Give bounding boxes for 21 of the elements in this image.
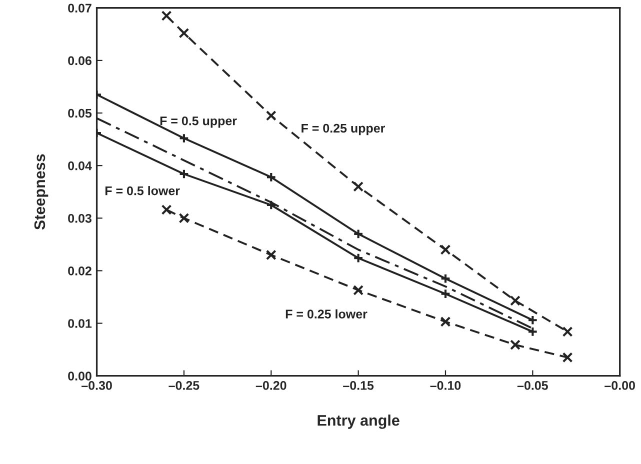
y-tick-label: 0.03 — [68, 214, 92, 223]
x-tick-label: –0.25 — [168, 381, 200, 390]
y-tick-label: 0.07 — [68, 4, 92, 13]
x-tick-label: –0.15 — [343, 381, 374, 390]
annotation: F = 0.25 lower — [286, 309, 368, 318]
x-tick-label: –0.20 — [256, 381, 286, 390]
y-tick-label: 0.05 — [68, 108, 92, 118]
x-tick-label: –0.10 — [430, 381, 461, 390]
x-axis-title: Entry angle — [318, 414, 400, 429]
x-tick-label: –0.30 — [82, 381, 112, 390]
y-tick-label: 0.04 — [68, 161, 92, 170]
x-tick-label: –0.00 — [604, 381, 635, 390]
x-tick-label: –0.05 — [517, 381, 548, 390]
y-tick-label: 0.02 — [68, 266, 92, 276]
y-tick-label: 0.06 — [68, 56, 92, 66]
y-tick-label: 0.01 — [68, 319, 92, 328]
annotation: F = 0.25 upper — [302, 124, 385, 136]
annotation: F = 0.5 upper — [160, 116, 237, 128]
y-axis-title: Steepness — [34, 154, 48, 230]
annotation: F = 0.5 lower — [105, 186, 180, 196]
y-tick-label: 0.00 — [68, 372, 92, 380]
